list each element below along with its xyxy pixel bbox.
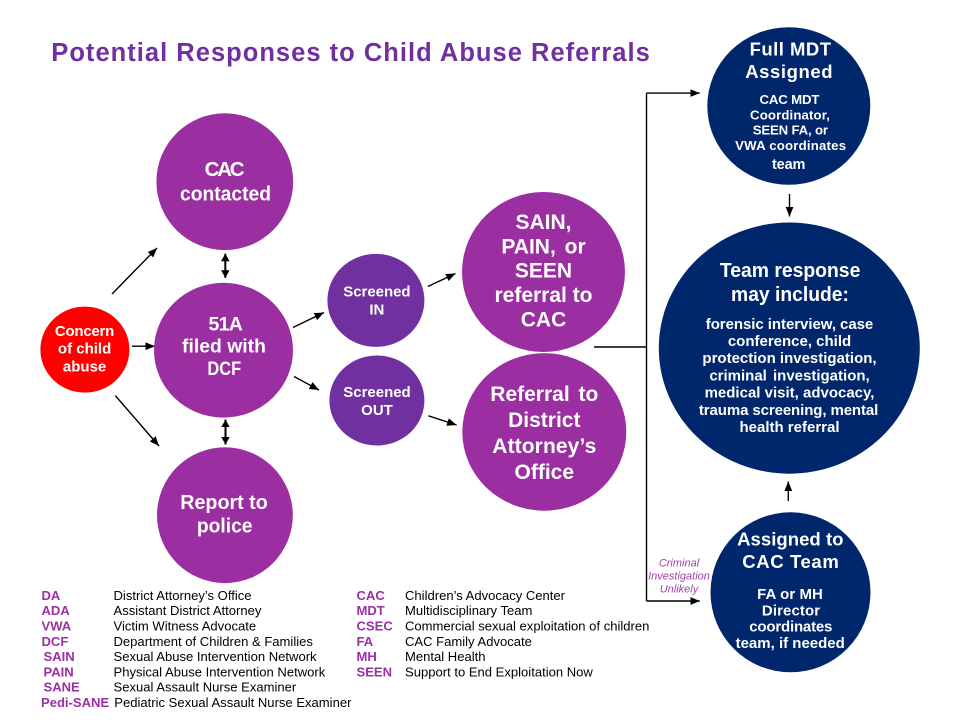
- svg-text:contacted: contacted: [180, 182, 271, 205]
- svg-text:abuse: abuse: [63, 358, 106, 375]
- svg-text:MH: MH: [357, 649, 377, 664]
- svg-text:FA: FA: [357, 634, 374, 649]
- svg-text:DA: DA: [42, 588, 61, 603]
- svg-text:VWA coordinates: VWA coordinates: [735, 138, 846, 153]
- svg-text:SEEN: SEEN: [357, 664, 393, 679]
- svg-text:CAC Team: CAC Team: [742, 551, 839, 572]
- svg-text:may include:: may include:: [731, 283, 849, 306]
- svg-text:criminal investigation,: criminal investigation,: [709, 367, 869, 384]
- svg-text:Physical Abuse Intervention Ne: Physical Abuse Intervention Network: [114, 664, 326, 679]
- svg-text:SEEN FA, or: SEEN FA, or: [753, 123, 828, 138]
- svg-text:PAIN, or: PAIN, or: [501, 235, 585, 258]
- svg-text:of child: of child: [58, 341, 111, 358]
- svg-text:Referral to: Referral to: [490, 383, 598, 406]
- svg-text:Assigned: Assigned: [745, 61, 832, 82]
- svg-text:Sexual Abuse Intervention Netw: Sexual Abuse Intervention Network: [114, 649, 318, 664]
- svg-text:team, if needed: team, if needed: [736, 635, 845, 652]
- svg-text:coordinates: coordinates: [749, 619, 832, 636]
- svg-text:conference, child: conference, child: [728, 333, 851, 350]
- svg-text:Coordinator,: Coordinator,: [750, 107, 830, 122]
- svg-text:Team response: Team response: [720, 259, 861, 282]
- svg-text:District: District: [508, 409, 580, 432]
- svg-text:team: team: [772, 157, 805, 173]
- svg-text:Concern: Concern: [55, 323, 114, 340]
- svg-text:referral to: referral to: [495, 284, 593, 307]
- svg-text:ADA: ADA: [42, 603, 71, 618]
- svg-text:FA or MH: FA or MH: [757, 586, 823, 603]
- svg-text:Mental Health: Mental Health: [405, 649, 486, 664]
- svg-text:CAC: CAC: [357, 588, 386, 603]
- svg-text:Unlikely: Unlikely: [660, 583, 700, 595]
- svg-text:Department of Children & Famil: Department of Children & Families: [114, 634, 314, 649]
- svg-text:PAIN: PAIN: [44, 664, 74, 679]
- svg-text:police: police: [197, 515, 253, 538]
- svg-text:SAIN: SAIN: [44, 649, 75, 664]
- svg-text:Children’s Advocacy Center: Children’s Advocacy Center: [405, 588, 566, 603]
- svg-text:Sexual Assault Nurse Examiner: Sexual Assault Nurse Examiner: [114, 680, 297, 695]
- svg-text:protection investigation,: protection investigation,: [702, 350, 876, 367]
- svg-text:Report to: Report to: [180, 491, 268, 514]
- svg-text:Criminal: Criminal: [659, 558, 700, 570]
- svg-text:Director: Director: [762, 602, 820, 619]
- svg-text:health referral: health referral: [739, 419, 839, 436]
- svg-text:SAIN,: SAIN,: [515, 211, 571, 234]
- svg-text:Screened: Screened: [343, 384, 410, 401]
- svg-text:Assistant District Attorney: Assistant District Attorney: [114, 603, 262, 618]
- svg-text:DCF: DCF: [42, 634, 69, 649]
- svg-text:SEEN: SEEN: [515, 260, 572, 283]
- svg-text:SANE: SANE: [44, 680, 81, 695]
- svg-text:Pediatric Sexual Assault Nurse: Pediatric Sexual Assault Nurse Examiner: [114, 695, 352, 710]
- svg-text:Attorney’s: Attorney’s: [492, 435, 596, 458]
- svg-text:Support to End Exploitation No: Support to End Exploitation Now: [405, 664, 593, 679]
- svg-text:Commercial sexual exploitation: Commercial sexual exploitation of childr…: [405, 618, 649, 633]
- svg-text:forensic interview, case: forensic interview, case: [706, 316, 874, 333]
- svg-text:Assigned to: Assigned to: [737, 529, 843, 550]
- svg-text:CSEC: CSEC: [357, 618, 394, 633]
- svg-text:CAC MDT: CAC MDT: [760, 92, 820, 107]
- svg-text:Screened: Screened: [343, 283, 410, 300]
- svg-text:Office: Office: [515, 461, 575, 484]
- svg-text:CAC: CAC: [521, 308, 567, 331]
- svg-text:MDT: MDT: [357, 603, 385, 618]
- svg-text:Full MDT: Full MDT: [750, 38, 832, 59]
- svg-text:filed with: filed with: [182, 335, 266, 357]
- svg-text:Pedi-SANE: Pedi-SANE: [41, 695, 109, 710]
- svg-text:Victim Witness Advocate: Victim Witness Advocate: [114, 618, 257, 633]
- svg-text:Investigation: Investigation: [648, 571, 710, 583]
- svg-text:Multidisciplinary Team: Multidisciplinary Team: [405, 603, 533, 618]
- svg-text:CAC: CAC: [205, 158, 245, 181]
- svg-text:trauma screening, mental: trauma screening, mental: [699, 402, 878, 419]
- svg-text:OUT: OUT: [361, 402, 393, 419]
- svg-text:VWA: VWA: [42, 618, 72, 633]
- svg-text:51A: 51A: [209, 313, 243, 335]
- svg-text:CAC Family Advocate: CAC Family Advocate: [405, 634, 532, 649]
- svg-text:District Attorney’s Office: District Attorney’s Office: [114, 588, 252, 603]
- svg-text:IN: IN: [369, 302, 384, 319]
- svg-text:DCF: DCF: [207, 358, 241, 380]
- svg-text:medical visit, advocacy,: medical visit, advocacy,: [705, 385, 875, 402]
- svg-text:Potential Responses to Child A: Potential Responses to Child Abuse Refer…: [51, 39, 650, 67]
